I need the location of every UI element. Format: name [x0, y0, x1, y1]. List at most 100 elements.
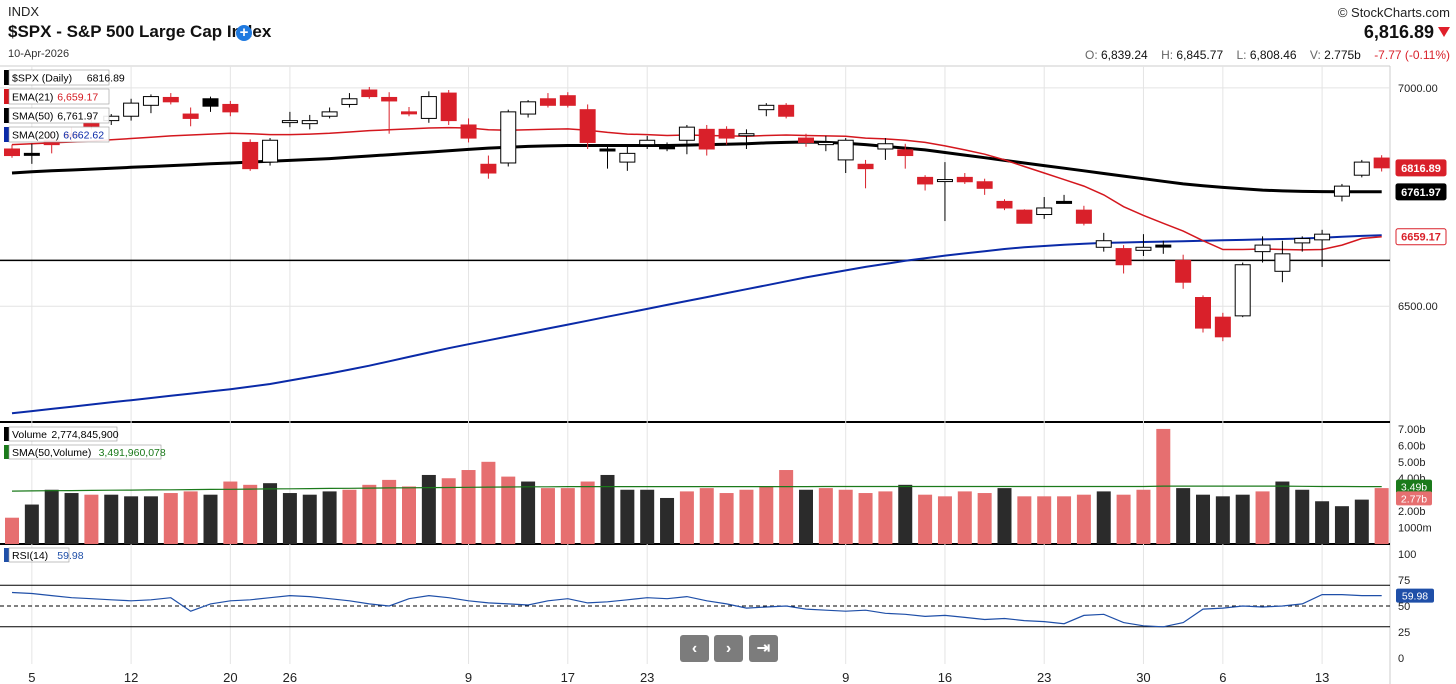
- volume-bar: [838, 489, 853, 544]
- volume-bar: [1374, 488, 1389, 544]
- candle-body: [1155, 244, 1172, 248]
- x-tick-label: 30: [1136, 670, 1150, 684]
- candle-body: [381, 96, 398, 102]
- candle-body: [718, 128, 735, 139]
- candle-body: [1333, 185, 1350, 197]
- legend-value: 2,774,845,900: [51, 429, 118, 441]
- x-tick-label: 23: [1037, 670, 1051, 684]
- brand-text: © StockCharts.com: [1337, 5, 1450, 20]
- volume-bar: [521, 481, 536, 544]
- change-value: -7.77 (-0.11%): [1374, 48, 1450, 62]
- candle-body: [162, 96, 179, 103]
- volume-bar: [1255, 491, 1270, 544]
- candle-body: [401, 111, 417, 115]
- volume-bar: [1096, 491, 1111, 544]
- rsi-tick-label: 100: [1398, 549, 1416, 561]
- candle-body: [361, 89, 378, 98]
- rsi-tick-label: 25: [1398, 627, 1410, 639]
- volume-value: 2.775b: [1324, 48, 1361, 62]
- x-tick-label: 26: [283, 670, 297, 684]
- volume-bar: [362, 484, 377, 544]
- x-tick-label: 13: [1315, 670, 1329, 684]
- axis-rsi-badge: [1396, 588, 1434, 603]
- chart-date: 10-Apr-2026: [8, 48, 70, 60]
- volume-bar: [163, 493, 178, 544]
- brand-label[interactable]: © StockCharts.com: [1338, 5, 1450, 20]
- volume-bar: [957, 491, 972, 544]
- candle-body: [222, 103, 239, 113]
- candle-body: [1195, 297, 1211, 329]
- candle-body: [460, 124, 477, 139]
- axis-price-badge: [1395, 159, 1447, 177]
- legend-label: Volume: [12, 429, 47, 441]
- volume-bar: [243, 484, 258, 544]
- legend-box: [8, 69, 110, 86]
- legend-label: EMA(21): [12, 92, 53, 104]
- x-tick-label: 23: [640, 670, 654, 684]
- high-value: 6,845.77: [1176, 48, 1224, 62]
- candle-body: [1294, 238, 1311, 244]
- volume-bar: [1235, 494, 1250, 544]
- candle-body: [659, 146, 676, 150]
- volume-label: V:: [1309, 48, 1321, 62]
- volume-bar: [1275, 481, 1290, 544]
- candle-body: [520, 101, 537, 115]
- legend-label: SMA(50,Volume): [12, 447, 91, 459]
- volume-bar: [302, 494, 317, 544]
- end-button[interactable]: ⇥: [749, 635, 778, 662]
- volume-bar: [501, 476, 516, 544]
- skip-to-end-icon: ⇥: [756, 640, 771, 657]
- rsi-tick-label: 50: [1398, 601, 1410, 613]
- axis-price-badge: [1395, 183, 1447, 201]
- high-label: H:: [1161, 48, 1174, 62]
- volume-bar: [183, 491, 198, 544]
- price-tick-label: 6500.00: [1398, 301, 1438, 313]
- plus-icon[interactable]: +: [236, 25, 252, 41]
- legend-label: RSI(14): [12, 550, 48, 562]
- exchange-label: INDX: [8, 4, 40, 19]
- candle-body: [758, 104, 775, 111]
- next-button[interactable]: ›: [714, 635, 743, 662]
- volume-bar: [1136, 489, 1151, 544]
- volume-tick-label: 6.00b: [1398, 440, 1426, 452]
- open-value: 6,839.24: [1101, 48, 1148, 62]
- candle-body: [698, 128, 715, 150]
- volume-bar: [1334, 506, 1349, 544]
- legend-swatch: [4, 548, 9, 562]
- candle-body: [83, 122, 100, 127]
- volume-bar: [540, 488, 555, 544]
- x-tick-label: 16: [938, 670, 952, 684]
- candle-body: [301, 120, 318, 125]
- volume-bar: [5, 517, 19, 544]
- legend-box: [8, 88, 110, 105]
- legend-box: [8, 444, 162, 460]
- candle-body: [738, 133, 755, 137]
- volume-bar: [1116, 494, 1131, 544]
- candle-body: [420, 96, 437, 119]
- volume-bar: [560, 488, 575, 544]
- candle-body: [857, 163, 874, 170]
- volume-bar: [1017, 496, 1032, 544]
- axis-rsi-badge-label: 59.98: [1402, 591, 1428, 603]
- candle-body: [123, 102, 140, 117]
- prev-button[interactable]: ‹: [680, 635, 709, 662]
- volume-tick-label: 2.00b: [1398, 506, 1426, 518]
- volume-bar: [580, 481, 595, 544]
- candle-body: [242, 141, 259, 170]
- chevron-left-icon: ‹: [691, 640, 698, 657]
- volume-bar: [1295, 489, 1310, 544]
- axis-volume-badge-label: 2.77b: [1401, 493, 1427, 505]
- volume-bar: [382, 479, 397, 544]
- candle-body: [1095, 240, 1112, 248]
- legend-label: $SPX (Daily): [12, 73, 72, 85]
- axis-volume-badge: [1396, 491, 1432, 506]
- legend-swatch: [4, 70, 9, 85]
- volume-bar: [64, 493, 79, 544]
- down-arrow-icon: [1438, 27, 1450, 37]
- ohlc-readout: O: 6,839.24 H: 6,845.77 L: 6,808.46 V: 2…: [1075, 48, 1450, 62]
- rsi-tick-label: 0: [1398, 653, 1404, 665]
- volume-bar: [640, 489, 655, 544]
- x-tick-label: 5: [28, 670, 35, 684]
- candle-body: [1373, 157, 1390, 169]
